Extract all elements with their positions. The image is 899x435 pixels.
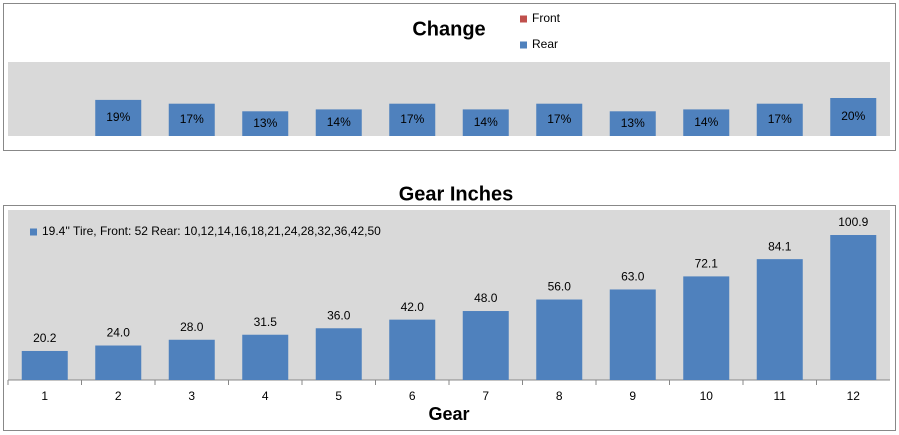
legend-label: 19.4'' Tire, Front: 52 Rear: 10,12,14,16… — [42, 224, 381, 238]
data-label: 20.2 — [33, 331, 57, 345]
bar — [315, 109, 362, 136]
data-label: 72.1 — [695, 257, 719, 271]
data-label: 36.0 — [327, 308, 351, 322]
bar — [756, 103, 803, 136]
data-label: 14% — [327, 115, 351, 129]
data-label: 63.0 — [621, 270, 645, 284]
bar — [168, 339, 215, 380]
bar — [95, 99, 142, 136]
data-label: 17% — [547, 112, 571, 126]
legend-swatch — [520, 15, 527, 23]
bar — [830, 235, 877, 380]
x-tick-label: 10 — [700, 389, 714, 403]
data-label: 84.1 — [768, 239, 792, 253]
data-label: 24.0 — [107, 326, 131, 340]
legend-swatch — [520, 41, 527, 49]
data-label: 100.9 — [838, 215, 868, 229]
data-label: 20% — [841, 109, 865, 123]
data-label: 14% — [474, 115, 498, 129]
data-label: 13% — [621, 116, 645, 130]
data-label: 48.0 — [474, 291, 498, 305]
plot-area — [8, 210, 890, 380]
data-label: 42.0 — [401, 300, 425, 314]
x-tick-label: 3 — [188, 389, 195, 403]
bar — [389, 319, 436, 380]
bar — [536, 299, 583, 380]
x-tick-label: 2 — [115, 389, 122, 403]
data-label: 19% — [106, 110, 130, 124]
bar — [536, 103, 583, 136]
x-tick-label: 6 — [409, 389, 416, 403]
bar — [462, 311, 509, 380]
bar — [609, 111, 656, 136]
x-tick-label: 11 — [774, 389, 787, 403]
bar — [168, 103, 215, 136]
bar — [609, 289, 656, 380]
x-tick-label: 5 — [335, 389, 342, 403]
bar — [830, 98, 877, 136]
bar — [242, 334, 289, 380]
chart-title: Gear Inches — [399, 183, 514, 205]
x-tick-label: 12 — [847, 389, 861, 403]
bar — [389, 103, 436, 136]
data-label: 17% — [768, 112, 792, 126]
data-label: 14% — [694, 115, 718, 129]
legend-swatch — [30, 228, 37, 236]
x-tick-label: 7 — [482, 389, 489, 403]
bar — [95, 345, 142, 380]
x-tick-label: 1 — [41, 389, 48, 403]
x-axis-label: Gear — [428, 404, 469, 424]
data-label: 56.0 — [548, 280, 572, 294]
data-label: 13% — [253, 116, 277, 130]
bar — [315, 328, 362, 380]
legend-label: Rear — [532, 37, 558, 51]
bar — [756, 259, 803, 380]
data-label: 28.0 — [180, 320, 204, 334]
bar — [683, 109, 730, 136]
x-tick-label: 9 — [629, 389, 636, 403]
x-tick-label: 8 — [556, 389, 563, 403]
bar — [462, 109, 509, 136]
bar — [21, 350, 68, 380]
plot-area — [8, 62, 890, 136]
data-label: 17% — [180, 112, 204, 126]
chart-title: Change — [412, 18, 485, 40]
x-tick-label: 4 — [262, 389, 269, 403]
bar — [242, 111, 289, 136]
legend-label: Front — [532, 11, 561, 25]
data-label: 31.5 — [254, 315, 278, 329]
data-label: 17% — [400, 112, 424, 126]
bar — [683, 276, 730, 380]
